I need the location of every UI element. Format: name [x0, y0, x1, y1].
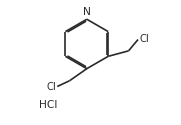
Text: HCl: HCl: [39, 100, 57, 110]
Text: Cl: Cl: [46, 82, 56, 92]
Text: N: N: [83, 6, 91, 16]
Text: Cl: Cl: [139, 34, 149, 44]
